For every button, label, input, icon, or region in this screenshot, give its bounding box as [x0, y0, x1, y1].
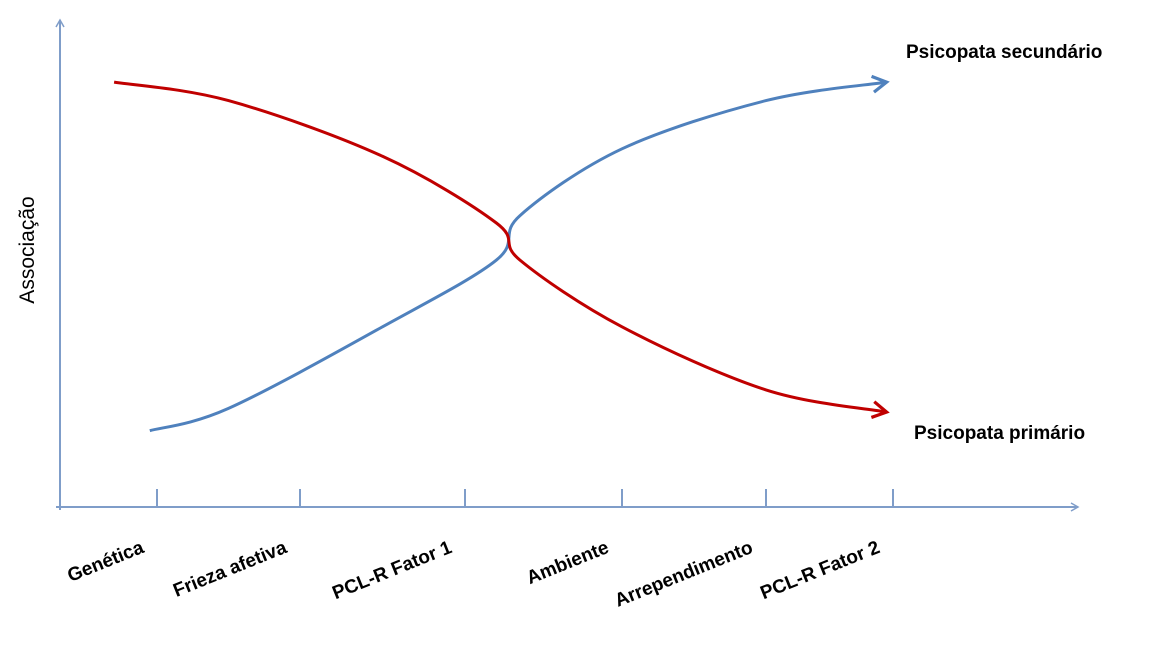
series-line-psicopata-primario	[113, 80, 890, 419]
series-label-psicopata-secundario: Psicopata secundário	[906, 42, 1102, 63]
series-line-psicopata-secundario	[149, 74, 890, 433]
x-tick-label: Arrependimento	[612, 537, 756, 611]
series-label-psicopata-primario: Psicopata primário	[914, 423, 1085, 444]
x-tick-label: PCL-R Fator 1	[330, 537, 456, 604]
x-tick-label: Ambiente	[524, 537, 612, 589]
x-tick-label: Frieza afetiva	[170, 537, 290, 602]
x-ticks	[156, 489, 894, 507]
x-tick-label: PCL-R Fator 2	[758, 537, 883, 604]
x-tick-label: Genética	[65, 537, 148, 587]
x-tick-labels: Genética Frieza afetiva PCL-R Fator 1 Ambie…	[65, 537, 883, 612]
y-axis-title: Associação	[16, 196, 39, 303]
